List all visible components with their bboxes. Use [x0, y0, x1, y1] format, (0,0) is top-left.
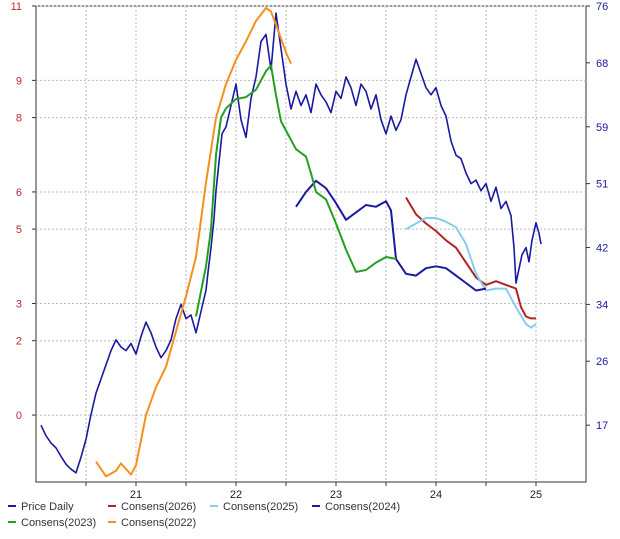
y-left-tick-label: 3: [16, 299, 22, 311]
y-left-tick-label: 8: [16, 113, 22, 125]
x-tick-label: 22: [230, 489, 242, 501]
legend-item: Consens(2026): [108, 501, 196, 513]
x-tick-label: 21: [130, 489, 142, 501]
x-axis: 21 22 23 24 25: [85, 482, 542, 501]
y-left-tick-label: 6: [16, 187, 22, 199]
y-right-tick-label: 34: [596, 299, 608, 311]
series-line-consens-2024: [295, 179, 487, 292]
legend-item: Consens(2024): [312, 501, 400, 513]
legend-label: Consens(2026): [121, 501, 196, 513]
y-right-tick-label: 76: [596, 1, 608, 13]
legend-item: Price Daily: [8, 501, 74, 513]
y-left-tick-label: 0: [16, 410, 22, 422]
grid: [36, 5, 586, 482]
series-layer: [40, 6, 542, 478]
legend-item: Consens(2022): [108, 517, 196, 529]
y-right-tick-label: 42: [596, 243, 608, 255]
legend-item: Consens(2025): [210, 501, 298, 513]
y-axis-left: 0 2 3 5 6 8 9 11: [11, 1, 36, 422]
y-axis-right: 17 26 34 42 51 59 68 76: [586, 1, 608, 432]
series-line-consens-2022: [95, 6, 292, 478]
y-right-tick-label: 51: [596, 179, 608, 191]
legend-label: Consens(2025): [223, 501, 298, 513]
legend-label: Consens(2024): [325, 501, 400, 513]
legend-label: Consens(2022): [121, 517, 196, 529]
legend-item: Consens(2023): [8, 517, 96, 529]
y-right-tick-label: 68: [596, 58, 608, 70]
y-left-tick-label: 9: [16, 75, 22, 87]
y-right-tick-label: 59: [596, 122, 608, 134]
legend: Price Daily Consens(2026) Consens(2025) Con…: [8, 501, 400, 529]
x-tick-label: 24: [430, 489, 442, 501]
y-right-tick-label: 26: [596, 356, 608, 368]
plot-area: [35, 5, 587, 483]
y-left-tick-label: 2: [16, 336, 22, 348]
series-line-price-daily: [40, 12, 542, 474]
y-left-tick-label: 5: [16, 224, 22, 236]
y-left-tick-label: 11: [11, 1, 22, 13]
legend-label: Consens(2023): [21, 517, 96, 529]
x-tick-label: 23: [330, 489, 342, 501]
legend-label: Price Daily: [21, 501, 74, 513]
series-line-consens-2025: [405, 217, 537, 329]
x-tick-label: 25: [530, 489, 542, 501]
y-right-tick-label: 17: [596, 420, 608, 432]
series-line-consens-2023: [195, 64, 397, 317]
